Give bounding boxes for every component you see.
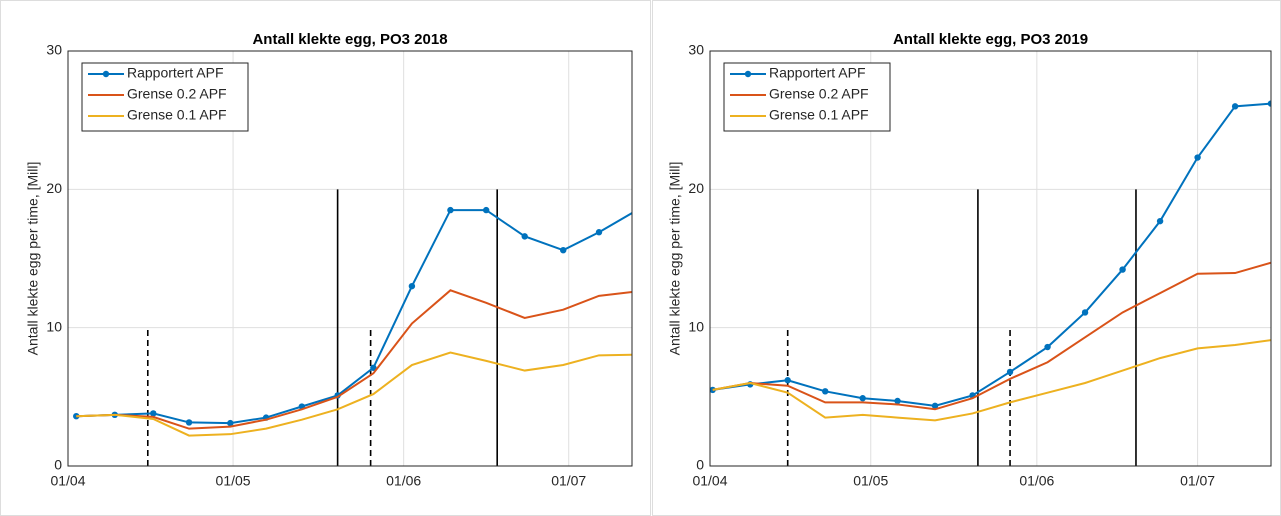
point bbox=[370, 364, 377, 371]
legend-label: Grense 0.2 APF bbox=[127, 86, 227, 102]
point bbox=[1231, 103, 1239, 110]
legend-marker bbox=[102, 70, 110, 78]
point bbox=[408, 282, 416, 290]
series-line bbox=[76, 351, 632, 437]
y-tick-label: 30 bbox=[688, 42, 704, 58]
point bbox=[1119, 266, 1126, 273]
point bbox=[521, 233, 528, 240]
legend-label: Grense 0.1 APF bbox=[127, 107, 227, 123]
legend-marker bbox=[744, 70, 752, 78]
point bbox=[822, 388, 829, 395]
y-tick-label: 0 bbox=[54, 457, 62, 473]
point bbox=[894, 397, 901, 405]
x-tick-label: 01/05 bbox=[216, 473, 251, 489]
y-tick-label: 10 bbox=[688, 318, 704, 334]
axes-box bbox=[67, 50, 633, 467]
point bbox=[1267, 100, 1271, 107]
point bbox=[447, 206, 454, 214]
x-tick-label: 01/07 bbox=[1180, 473, 1215, 489]
y-tick-label: 0 bbox=[696, 457, 704, 473]
axes-box bbox=[709, 50, 1272, 467]
point bbox=[227, 419, 234, 427]
point bbox=[1194, 154, 1201, 161]
series-line bbox=[712, 102, 1271, 407]
point bbox=[560, 247, 567, 254]
point bbox=[150, 410, 157, 417]
legend-label: Rapportert APF bbox=[127, 65, 224, 81]
y-tick-label: 20 bbox=[46, 180, 62, 196]
point bbox=[1044, 343, 1051, 351]
legend-label: Grense 0.1 APF bbox=[769, 107, 869, 123]
point bbox=[1006, 368, 1014, 376]
point bbox=[931, 402, 939, 410]
legend-label: Rapportert APF bbox=[769, 65, 866, 81]
y-axis-label: Antall klekte egg per time, [Mill] bbox=[667, 162, 683, 356]
y-tick-label: 20 bbox=[688, 180, 704, 196]
point bbox=[482, 206, 490, 214]
series-line bbox=[712, 339, 1271, 422]
x-tick-label: 01/04 bbox=[692, 473, 727, 489]
y-tick-label: 10 bbox=[46, 318, 62, 334]
y-tick-label: 30 bbox=[46, 42, 62, 58]
x-tick-label: 01/06 bbox=[386, 473, 421, 489]
series-line bbox=[712, 261, 1271, 411]
y-axis-label: Antall klekte egg per time, [Mill] bbox=[25, 162, 41, 356]
series-line bbox=[76, 209, 632, 425]
point bbox=[185, 419, 193, 426]
point bbox=[1156, 217, 1164, 225]
x-tick-label: 01/04 bbox=[50, 473, 85, 489]
point bbox=[1081, 309, 1089, 316]
x-tick-label: 01/07 bbox=[551, 473, 586, 489]
x-tick-label: 01/05 bbox=[853, 473, 888, 489]
legend-label: Grense 0.2 APF bbox=[769, 86, 869, 102]
series-line bbox=[76, 289, 632, 430]
x-tick-label: 01/06 bbox=[1019, 473, 1054, 489]
chart-title: Antall klekte egg, PO3 2019 bbox=[893, 31, 1088, 48]
point bbox=[784, 377, 791, 384]
point bbox=[595, 229, 603, 236]
chart-title: Antall klekte egg, PO3 2018 bbox=[252, 31, 447, 48]
point bbox=[859, 395, 866, 402]
